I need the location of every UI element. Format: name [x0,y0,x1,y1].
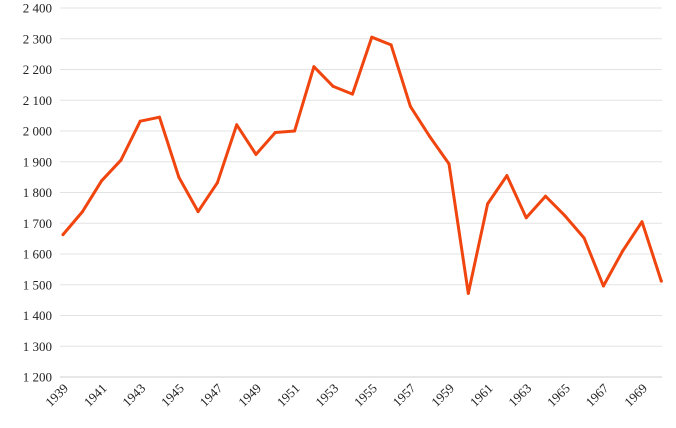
y-tick-label: 1 200 [23,370,52,385]
data-point [119,158,123,162]
data-point [254,152,258,156]
y-tick-label: 1 400 [23,308,52,323]
data-point [273,131,277,134]
data-point [621,249,625,253]
y-tick-label: 1 700 [23,216,52,231]
x-tick-label: 1947 [197,380,226,409]
y-tick-label: 2 000 [23,124,52,139]
data-point [177,175,181,179]
y-tick-label: 1 600 [23,247,52,262]
series-line [61,35,663,295]
data-point [196,210,200,214]
data-point [389,43,393,47]
data-point [659,279,663,283]
y-tick-label: 2 300 [23,31,52,46]
x-tick-label: 1953 [312,381,341,410]
data-point [563,214,567,218]
y-tick-label: 1 800 [23,185,52,200]
x-tick-label: 1941 [81,381,110,410]
x-tick-label: 1939 [42,381,71,410]
y-tick-label: 2 400 [23,1,52,16]
x-axis-tick-labels: 1939 1941 1943 1945 1947 1949 1951 1953 1955 1957… [42,380,650,409]
data-point [640,220,644,224]
data-point [505,174,509,178]
data-point [61,233,65,237]
y-tick-label: 1 300 [23,339,52,354]
y-tick-label: 2 200 [23,62,52,77]
x-tick-label: 1965 [544,381,573,410]
data-point [582,236,586,240]
data-point [466,291,470,295]
x-tick-label: 1955 [351,381,380,410]
data-point [601,284,605,288]
data-point [524,216,528,220]
data-point [408,104,412,108]
data-point [428,135,432,138]
data-point [215,181,219,185]
x-tick-label: 1961 [467,381,496,410]
x-tick-label: 1945 [158,381,187,410]
x-tick-label: 1967 [583,380,612,409]
x-tick-label: 1951 [274,381,303,410]
x-tick-label: 1963 [505,381,534,410]
data-point [351,92,354,96]
series-lines [61,35,663,295]
data-point [100,179,104,183]
grid-lines [60,7,662,378]
data-point [158,115,161,119]
y-tick-label: 2 100 [23,93,52,108]
data-point [80,210,84,214]
data-point [370,35,374,39]
data-point [235,123,239,127]
data-point [331,84,335,88]
y-tick-label: 1 900 [23,154,52,169]
data-point [138,119,142,123]
x-tick-label: 1949 [235,381,264,410]
x-tick-label: 1957 [390,380,419,409]
data-point [486,202,490,206]
y-tick-label: 1 500 [23,277,52,292]
y-axis-tick-labels: 1 200 1 300 1 400 1 500 1 600 1 700 1 800 1 900… [23,1,52,385]
data-point [544,194,547,198]
x-tick-label: 1959 [428,381,457,410]
x-tick-label: 1969 [621,381,650,410]
x-tick-label: 1943 [119,381,148,410]
data-point [312,65,316,69]
data-point [293,129,297,133]
data-point [447,162,451,166]
